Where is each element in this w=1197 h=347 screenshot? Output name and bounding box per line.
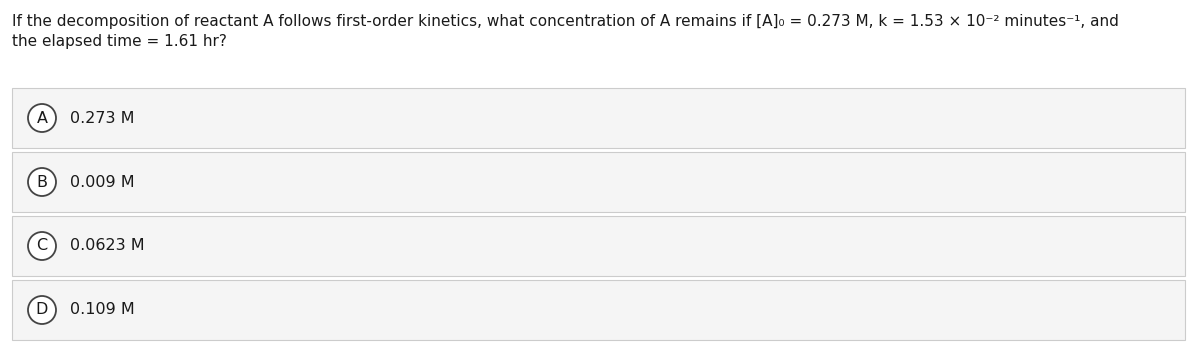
- Text: 0.009 M: 0.009 M: [69, 175, 134, 189]
- Ellipse shape: [28, 104, 56, 132]
- Ellipse shape: [28, 296, 56, 324]
- Ellipse shape: [28, 232, 56, 260]
- Text: If the decomposition of reactant A follows first-order kinetics, what concentrat: If the decomposition of reactant A follo…: [12, 14, 1119, 29]
- Text: 0.109 M: 0.109 M: [69, 303, 135, 318]
- Text: 0.0623 M: 0.0623 M: [69, 238, 145, 254]
- Text: A: A: [36, 110, 48, 126]
- FancyBboxPatch shape: [12, 152, 1185, 212]
- Ellipse shape: [28, 168, 56, 196]
- Text: D: D: [36, 303, 48, 318]
- Text: B: B: [36, 175, 48, 189]
- Text: 0.273 M: 0.273 M: [69, 110, 134, 126]
- FancyBboxPatch shape: [12, 216, 1185, 276]
- FancyBboxPatch shape: [12, 88, 1185, 148]
- Text: C: C: [36, 238, 48, 254]
- FancyBboxPatch shape: [12, 280, 1185, 340]
- Text: the elapsed time = 1.61 hr?: the elapsed time = 1.61 hr?: [12, 34, 227, 49]
